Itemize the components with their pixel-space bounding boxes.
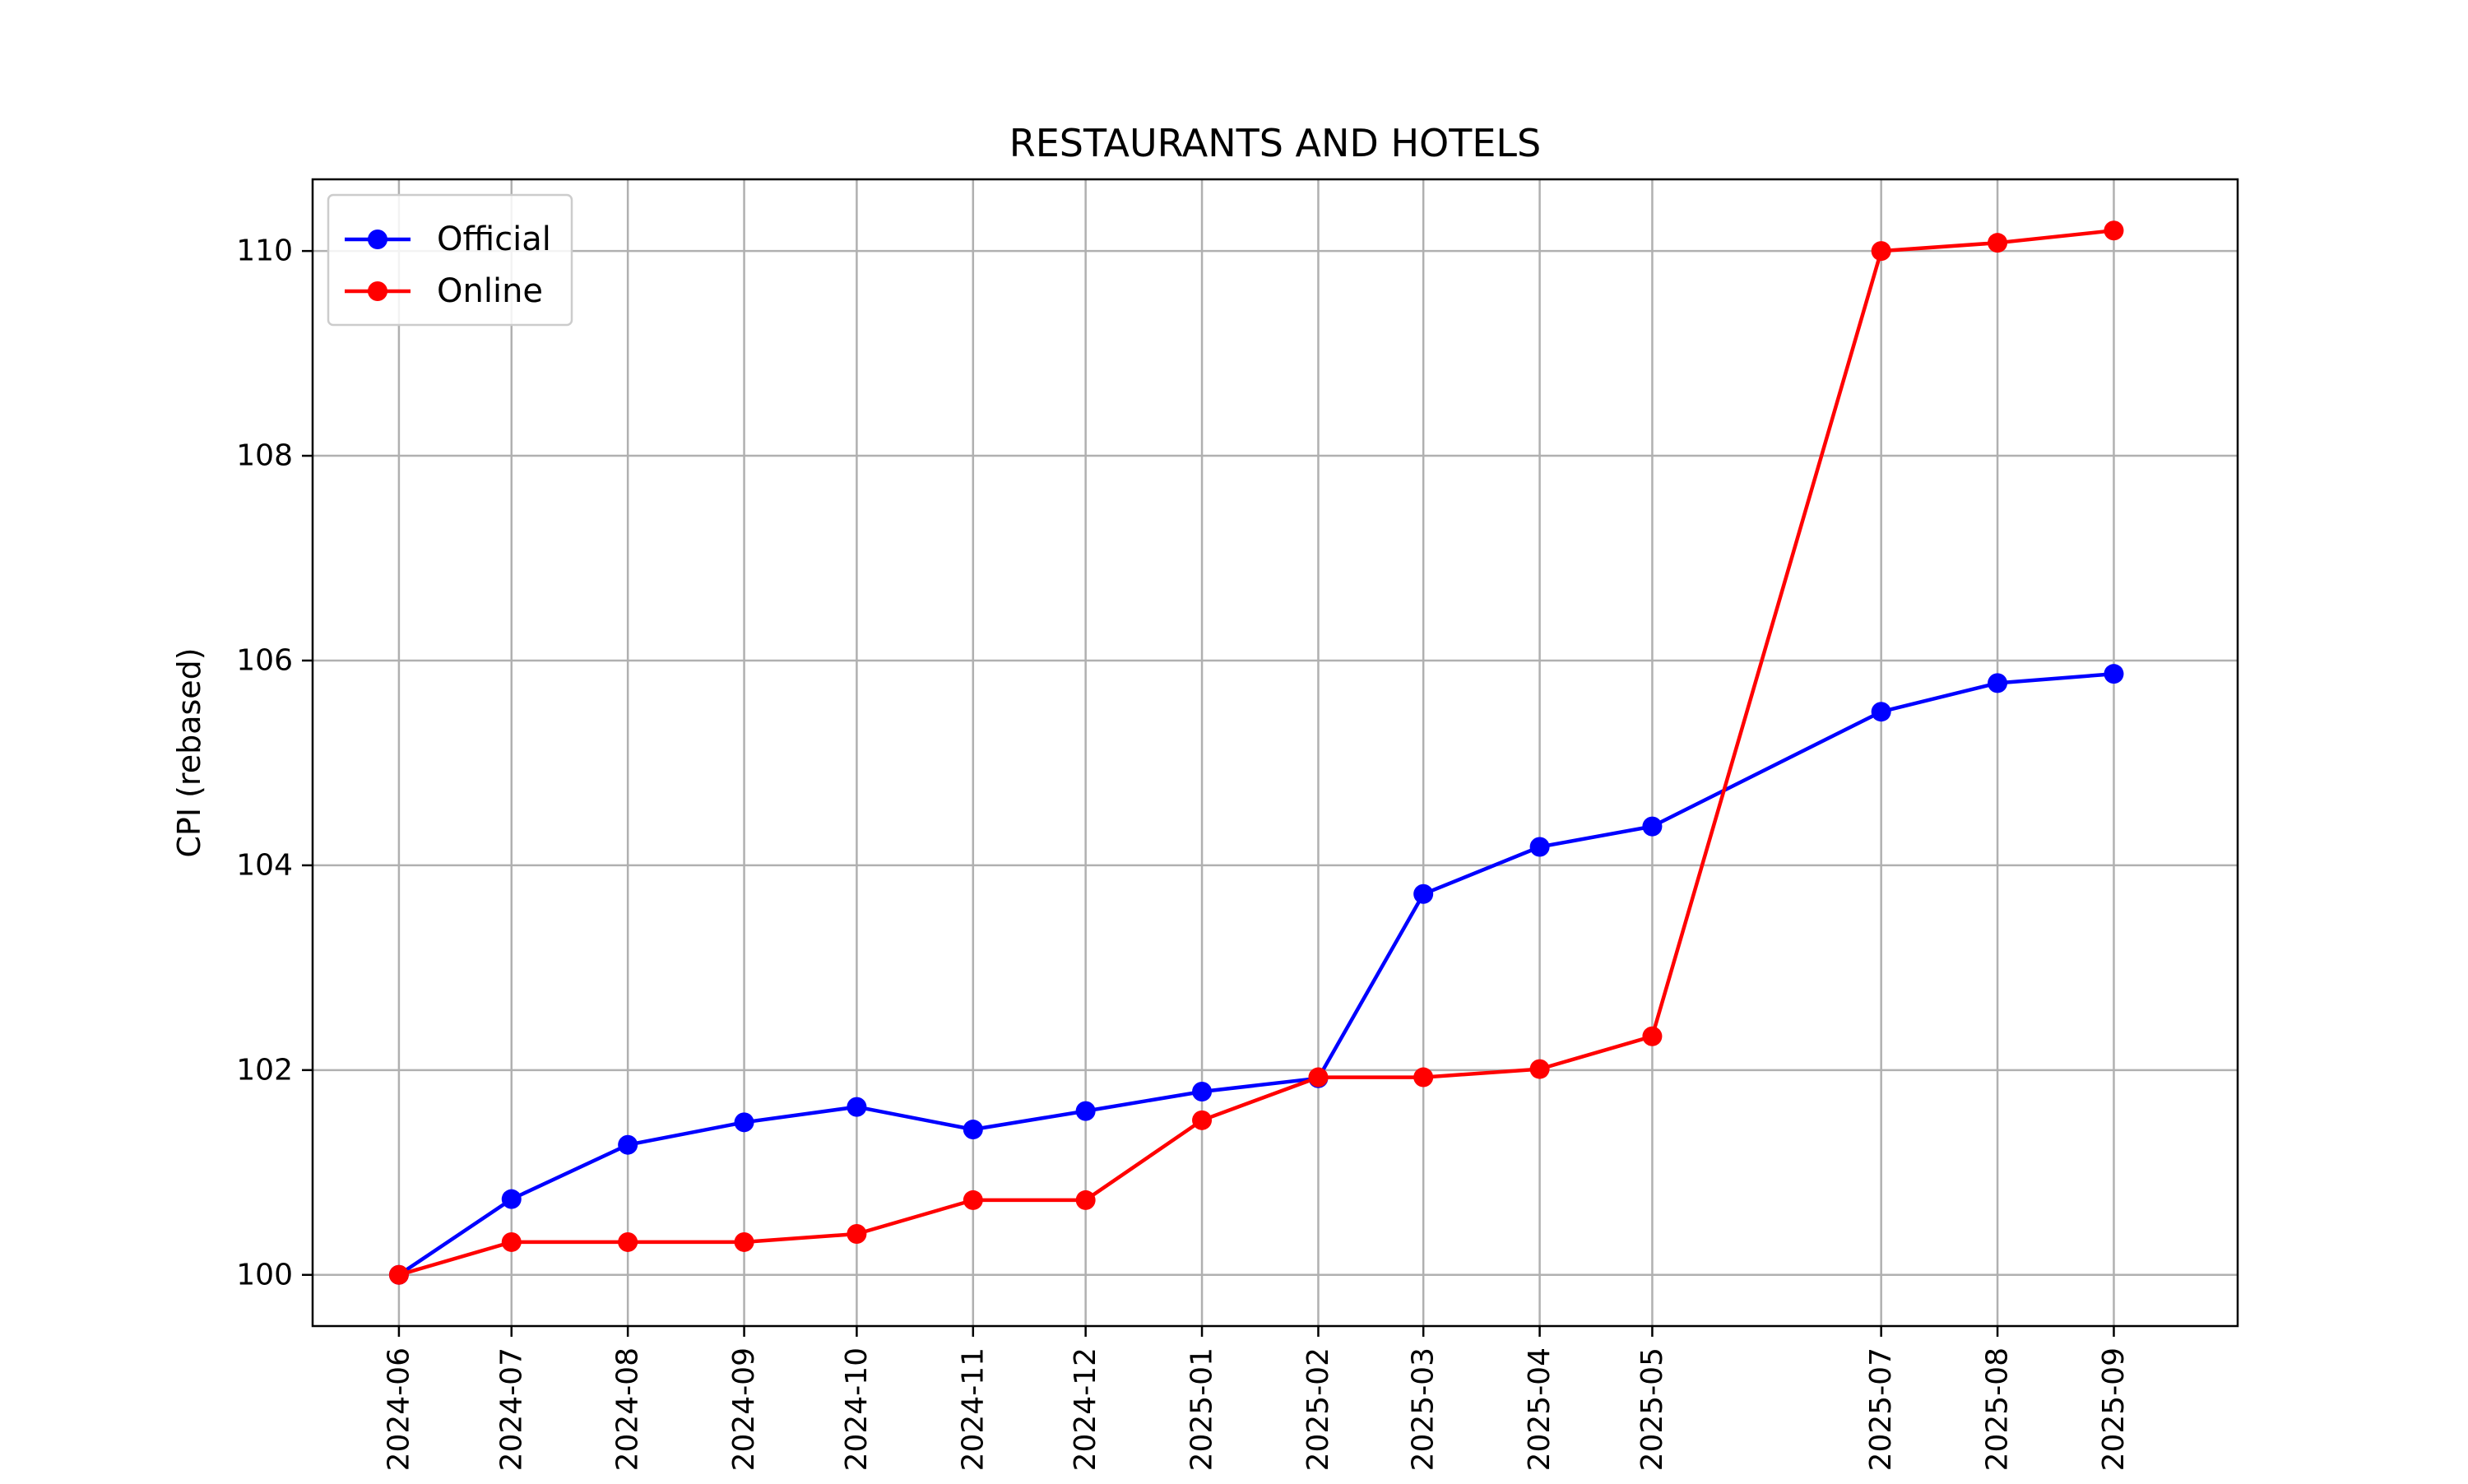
data-point-online[interactable] <box>2104 220 2124 241</box>
legend-item-official[interactable]: Official <box>345 220 551 258</box>
x-tick-label: 2025-08 <box>1981 1347 2015 1471</box>
data-point-official[interactable] <box>847 1097 867 1117</box>
data-point-official[interactable] <box>501 1189 522 1209</box>
data-point-official[interactable] <box>1075 1101 1096 1121</box>
grid <box>313 179 2238 1326</box>
data-point-online[interactable] <box>1642 1026 1663 1046</box>
legend-item-online[interactable]: Online <box>345 272 543 310</box>
x-tick-label: 2024-09 <box>727 1347 761 1471</box>
x-tick-label: 2025-02 <box>1301 1347 1335 1471</box>
data-point-official[interactable] <box>2104 664 2124 684</box>
ticks: 2024-06 2024-07 2024-08 2024-09 2024-10 2024-… <box>236 234 2131 1472</box>
data-point-official[interactable] <box>1871 702 1891 722</box>
data-point-official[interactable] <box>1192 1081 1213 1101</box>
data-point-online[interactable] <box>1308 1067 1329 1087</box>
data-point-official[interactable] <box>963 1120 983 1140</box>
data-point-online[interactable] <box>1192 1110 1213 1130</box>
series-online <box>388 220 2124 1285</box>
x-tick-label: 2025-05 <box>1635 1347 1669 1471</box>
data-point-online[interactable] <box>501 1231 522 1252</box>
data-point-online[interactable] <box>1529 1059 1550 1079</box>
data-point-online[interactable] <box>963 1190 983 1210</box>
legend-marker-online <box>368 281 387 301</box>
chart-title: RESTAURANTS AND HOTELS <box>1009 121 1542 165</box>
legend-label-official: Official <box>437 220 551 258</box>
x-tick-label: 2024-11 <box>956 1347 990 1471</box>
series-group <box>388 220 2124 1285</box>
x-tick-label: 2025-03 <box>1407 1347 1440 1471</box>
y-tick-label: 100 <box>236 1258 293 1292</box>
x-tick-label: 2024-07 <box>494 1347 528 1471</box>
data-point-online[interactable] <box>1413 1067 1434 1087</box>
data-point-online[interactable] <box>1988 233 2008 253</box>
x-tick-label: 2024-06 <box>382 1347 415 1471</box>
data-point-online[interactable] <box>388 1264 409 1285</box>
x-tick-label: 2024-08 <box>611 1347 645 1471</box>
data-point-online[interactable] <box>1871 241 1891 262</box>
y-tick-label: 104 <box>236 848 293 882</box>
x-tick-label: 2025-07 <box>1864 1347 1898 1471</box>
data-point-official[interactable] <box>1413 883 1434 904</box>
data-point-online[interactable] <box>618 1231 638 1252</box>
data-point-official[interactable] <box>1988 673 2008 693</box>
x-tick-label: 2025-04 <box>1523 1347 1556 1471</box>
data-point-official[interactable] <box>1529 837 1550 857</box>
y-axis-label: CPI (rebased) <box>171 647 207 857</box>
legend[interactable]: Official Online <box>327 193 573 327</box>
x-tick-label: 2024-12 <box>1069 1347 1102 1471</box>
x-tick-label: 2024-10 <box>840 1347 874 1471</box>
data-point-official[interactable] <box>618 1134 638 1155</box>
legend-label-online: Online <box>437 272 543 310</box>
y-tick-label: 110 <box>236 234 293 268</box>
data-point-online[interactable] <box>1075 1190 1096 1210</box>
y-tick-label: 106 <box>236 643 293 677</box>
legend-marker-official <box>368 230 387 249</box>
y-tick-label: 102 <box>236 1053 293 1087</box>
x-tick-label: 2025-09 <box>2097 1347 2131 1471</box>
data-point-online[interactable] <box>734 1231 754 1252</box>
x-tick-label: 2025-01 <box>1185 1347 1219 1471</box>
data-point-official[interactable] <box>734 1112 754 1133</box>
y-tick-label: 108 <box>236 439 293 473</box>
data-point-official[interactable] <box>1642 816 1663 837</box>
data-point-online[interactable] <box>847 1223 867 1244</box>
plot-frame <box>311 178 2239 1328</box>
